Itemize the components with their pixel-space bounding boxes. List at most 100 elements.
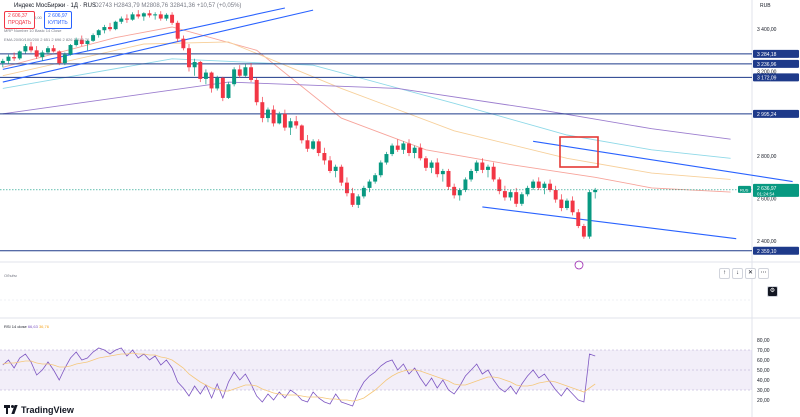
- candle-body: [102, 27, 107, 31]
- candle-body: [423, 158, 428, 168]
- candle-body: [215, 77, 220, 89]
- level-price-tag: [753, 59, 799, 68]
- candle-body: [429, 162, 434, 168]
- candle-body: [559, 199, 564, 209]
- candle-body: [519, 194, 524, 204]
- candle-body: [525, 187, 530, 195]
- candle-body: [486, 166, 490, 170]
- tradingview-logo-icon: [4, 405, 18, 414]
- level-price-label: 2 359,10: [757, 249, 777, 255]
- candle-body: [175, 22, 180, 39]
- channel-trendline: [2, 9, 314, 83]
- candle-body: [502, 191, 507, 198]
- delete-icon[interactable]: ✕: [745, 268, 756, 279]
- symbol-title[interactable]: Индекс МосБиржи · 1Д · RUS: [14, 3, 96, 9]
- event-marker-icon: [574, 260, 584, 270]
- candle-body: [164, 14, 169, 19]
- candle-body: [452, 186, 457, 196]
- candle-body: [542, 183, 547, 188]
- candle-body: [407, 143, 411, 153]
- tradingview-logo[interactable]: TradingView: [4, 405, 74, 415]
- candle-body: [508, 192, 513, 198]
- level-price-label: 3 172,09: [757, 75, 777, 81]
- y-tick-label: 2 800,00: [757, 154, 777, 160]
- sell-price: 2 606,37: [8, 13, 28, 19]
- candle-body: [564, 200, 569, 209]
- candle-body: [74, 39, 79, 46]
- indicator-legend-mrp[interactable]: MRP Number 10 Basic 14 Close: [4, 28, 62, 33]
- candle-body: [418, 147, 423, 159]
- candle-body: [45, 48, 50, 53]
- candle-body: [367, 181, 372, 188]
- settings-icon[interactable]: ⚙: [767, 286, 778, 297]
- candle-body: [119, 18, 124, 22]
- level-price-tag: [753, 49, 799, 58]
- y-tick-label: 2 600,00: [757, 197, 777, 203]
- y-tick-label: 3 400,00: [757, 27, 777, 33]
- candle-body: [587, 192, 592, 237]
- candle-body: [232, 69, 237, 85]
- candle-body: [153, 14, 158, 16]
- candle-body: [254, 79, 259, 103]
- candle-body: [136, 14, 141, 17]
- candle-body: [491, 166, 496, 180]
- candle-body: [328, 160, 333, 171]
- candle-body: [548, 183, 553, 191]
- last-price-label: 2 636,97: [757, 186, 777, 192]
- move-down-button[interactable]: ↓: [732, 268, 743, 279]
- candle-body: [12, 57, 17, 59]
- candle-body: [187, 48, 191, 68]
- rsi-line: [2, 347, 596, 407]
- candle-body: [265, 109, 270, 119]
- sell-button[interactable]: 2 606,37 ПРОДАТЬ: [4, 11, 36, 29]
- candle-body: [147, 13, 152, 16]
- candle-body: [209, 72, 214, 89]
- level-price-label: 3 284,18: [757, 52, 777, 58]
- candle-body: [29, 46, 34, 51]
- level-price-label: 3 236,96: [757, 62, 777, 68]
- ema-line: [2, 26, 731, 193]
- candle-body: [463, 179, 468, 191]
- candle-body: [170, 14, 175, 23]
- rsi-label[interactable]: RSI 14 close 66,63 36,76: [4, 324, 49, 329]
- rsi-y-tick-label: 20,00: [757, 398, 770, 404]
- candle-body: [294, 121, 299, 126]
- more-icon[interactable]: ⋯: [758, 268, 769, 279]
- buy-button[interactable]: 2 606,97 КУПИТЬ: [44, 11, 72, 29]
- candle-body: [401, 143, 406, 150]
- rsi-y-tick-label: 80,00: [757, 338, 770, 344]
- candle-body: [480, 162, 485, 170]
- candle-body: [311, 141, 316, 149]
- symbol-tag: [738, 185, 751, 193]
- candle-body: [581, 226, 586, 237]
- y-tick-label: 3 200,00: [757, 70, 777, 76]
- level-price-tag: [753, 73, 799, 82]
- candle-body: [260, 102, 265, 119]
- candle-body: [62, 54, 67, 64]
- move-up-button[interactable]: ↑: [719, 268, 730, 279]
- channel-trendline: [482, 206, 737, 240]
- indicator-legend-ema[interactable]: EMA 20/50/100/200 2 651 2 696 2 826 3 01…: [4, 37, 90, 42]
- candle-body: [435, 162, 440, 175]
- candle-body: [446, 170, 451, 187]
- candle-body: [356, 196, 361, 205]
- candle-body: [220, 77, 225, 98]
- candle-body: [203, 72, 208, 79]
- rsi-y-tick-label: 40,00: [757, 378, 770, 384]
- candle-body: [305, 140, 310, 149]
- sell-label: ПРОДАТЬ: [8, 20, 32, 26]
- candle-body: [271, 109, 276, 124]
- candle-body: [91, 35, 96, 41]
- ema-line: [2, 58, 731, 159]
- subpane-label: Объём: [4, 273, 17, 278]
- candle-body: [0, 60, 5, 64]
- ohlc-readout: О2743 Н2843,79 М2808,76 З2841,36 +10,57 …: [94, 3, 242, 9]
- candle-body: [141, 13, 146, 17]
- candle-body: [384, 154, 389, 163]
- candle-body: [344, 182, 349, 194]
- spread-value: 0,00: [34, 15, 42, 20]
- rsi-value-1: 66,63: [27, 324, 38, 329]
- candle-body: [226, 84, 231, 98]
- candle-body: [124, 18, 129, 20]
